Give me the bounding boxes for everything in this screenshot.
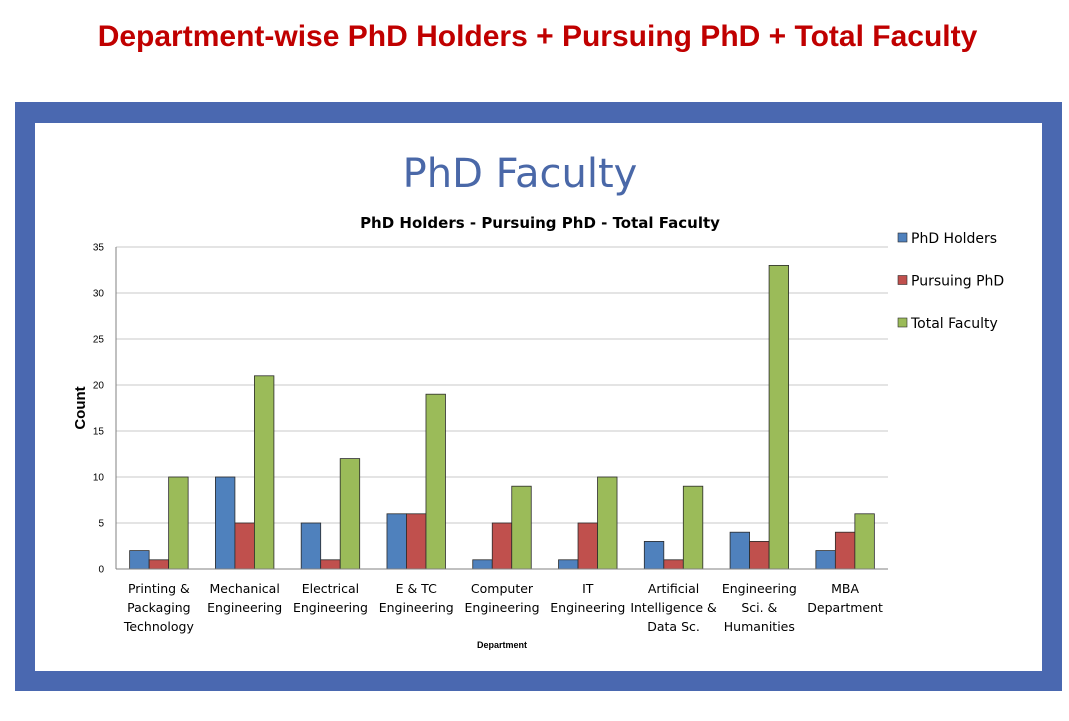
x-tick-label: Engineering: [722, 581, 797, 596]
bar-phd-holders: [729, 531, 750, 570]
bar-phd-holders: [558, 559, 579, 570]
bar-pursuing-phd: [234, 522, 255, 570]
x-tick-label: Printing &: [128, 581, 190, 596]
x-axis-label: Department: [477, 640, 527, 650]
legend-entry: Total Faculty: [910, 316, 998, 332]
bar-phd-holders: [472, 559, 493, 570]
y-axis-ticks: 0 5 10 15 20 25 30 35: [93, 243, 105, 576]
bar-total-faculty: [854, 513, 875, 570]
x-tick-label: MBA: [831, 581, 859, 596]
x-tick-label: Data Sc.: [647, 619, 700, 634]
x-tick-label: Department: [807, 600, 883, 615]
bar-phd-holders: [300, 522, 322, 570]
legend-swatch: [897, 275, 908, 285]
x-tick-label: Engineering: [465, 600, 540, 615]
y-tick-label: 10: [93, 473, 105, 484]
legend: PhD Holders Pursuing PhD Total Faculty: [897, 231, 1004, 332]
x-tick-label: Electrical: [302, 581, 359, 596]
x-tick-label: Computer: [471, 581, 534, 596]
x-tick-label: Engineering: [207, 600, 282, 615]
legend-swatch: [897, 317, 908, 328]
legend-entry: Pursuing PhD: [911, 274, 1004, 290]
bar-phd-holders: [129, 550, 150, 570]
y-tick-label: 25: [93, 335, 105, 346]
bar-pursuing-phd: [749, 541, 770, 570]
x-tick-label: Engineering: [293, 600, 368, 615]
bar-total-faculty: [339, 458, 361, 570]
grid-lines: [116, 246, 888, 524]
bar-total-faculty: [768, 264, 789, 570]
y-axis-label: Count: [72, 386, 89, 429]
x-tick-label: Technology: [123, 619, 195, 634]
y-tick-label: 0: [98, 565, 104, 576]
y-tick-label: 5: [98, 519, 104, 530]
x-tick-label: Humanities: [724, 619, 795, 634]
x-tick-label: Mechanical: [209, 581, 279, 596]
bar-total-faculty: [168, 476, 189, 570]
bar-total-faculty: [597, 476, 618, 570]
bar-phd-holders: [386, 513, 407, 570]
bar-phd-holders: [643, 541, 665, 570]
bar-pursuing-phd: [663, 559, 684, 570]
y-tick-label: 20: [93, 381, 105, 392]
x-tick-label: E & TC: [396, 581, 437, 596]
chart-subtitle: PhD Holders - Pursuing PhD - Total Facul…: [360, 214, 720, 232]
x-axis-ticks: Printing & Packaging Technology Mechanical E…: [123, 581, 883, 634]
bar-total-faculty: [425, 393, 446, 570]
bar-pursuing-phd: [148, 559, 170, 570]
x-tick-label: Intelligence &: [630, 600, 717, 615]
legend-swatch: [897, 232, 908, 243]
x-tick-label: Artificial: [648, 581, 699, 596]
chart-panel: [35, 123, 1042, 671]
bars: [129, 264, 875, 570]
bar-pursuing-phd: [491, 522, 513, 570]
bar-total-faculty: [682, 485, 704, 570]
bar-pursuing-phd: [577, 522, 598, 570]
x-tick-label: Sci. &: [741, 600, 777, 615]
bar-pursuing-phd: [834, 531, 856, 570]
x-tick-label: Engineering: [379, 600, 454, 615]
bar-total-faculty: [511, 485, 532, 570]
bar-phd-holders: [815, 550, 836, 570]
bar-pursuing-phd: [406, 513, 427, 570]
y-tick-label: 15: [93, 427, 105, 438]
bar-phd-holders: [215, 476, 236, 570]
page-title: Department-wise PhD Holders + Pursuing P…: [97, 20, 978, 53]
y-tick-label: 35: [93, 243, 105, 254]
chart-title: PhD Faculty: [403, 151, 638, 197]
bar-pursuing-phd: [320, 559, 341, 570]
bar-total-faculty: [254, 375, 275, 570]
x-tick-label: Engineering: [550, 600, 625, 615]
x-tick-label: Packaging: [127, 600, 190, 615]
y-tick-label: 30: [93, 289, 105, 300]
legend-entry: PhD Holders: [911, 231, 997, 247]
x-tick-label: IT: [582, 581, 594, 596]
